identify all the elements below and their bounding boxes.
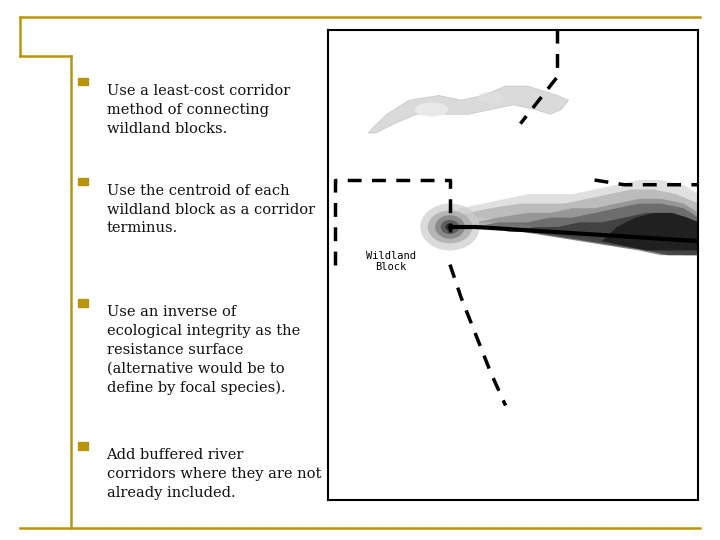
Polygon shape	[439, 190, 698, 251]
Polygon shape	[461, 213, 698, 255]
Ellipse shape	[420, 204, 480, 251]
Polygon shape	[431, 180, 698, 251]
Ellipse shape	[478, 92, 504, 104]
FancyBboxPatch shape	[78, 442, 88, 450]
Ellipse shape	[441, 220, 459, 234]
Text: Use the centroid of each
wildland block as a corridor
terminus.: Use the centroid of each wildland block …	[107, 184, 315, 235]
Text: Use an inverse of
ecological integrity as the
resistance surface
(alternative wo: Use an inverse of ecological integrity a…	[107, 305, 300, 395]
Text: Use a least-cost corridor
method of connecting
wildland blocks.: Use a least-cost corridor method of conn…	[107, 84, 290, 136]
FancyBboxPatch shape	[78, 78, 88, 85]
Text: Wildland
Block: Wildland Block	[366, 251, 415, 272]
Polygon shape	[446, 199, 698, 255]
Ellipse shape	[435, 215, 465, 239]
Ellipse shape	[446, 224, 454, 231]
Ellipse shape	[415, 103, 448, 117]
Text: Add buffered river
corridors where they are not
already included.: Add buffered river corridors where they …	[107, 448, 321, 500]
FancyBboxPatch shape	[78, 178, 88, 185]
Polygon shape	[602, 213, 698, 251]
Polygon shape	[369, 86, 569, 133]
FancyBboxPatch shape	[78, 299, 88, 307]
Ellipse shape	[428, 211, 472, 244]
Polygon shape	[454, 204, 698, 255]
